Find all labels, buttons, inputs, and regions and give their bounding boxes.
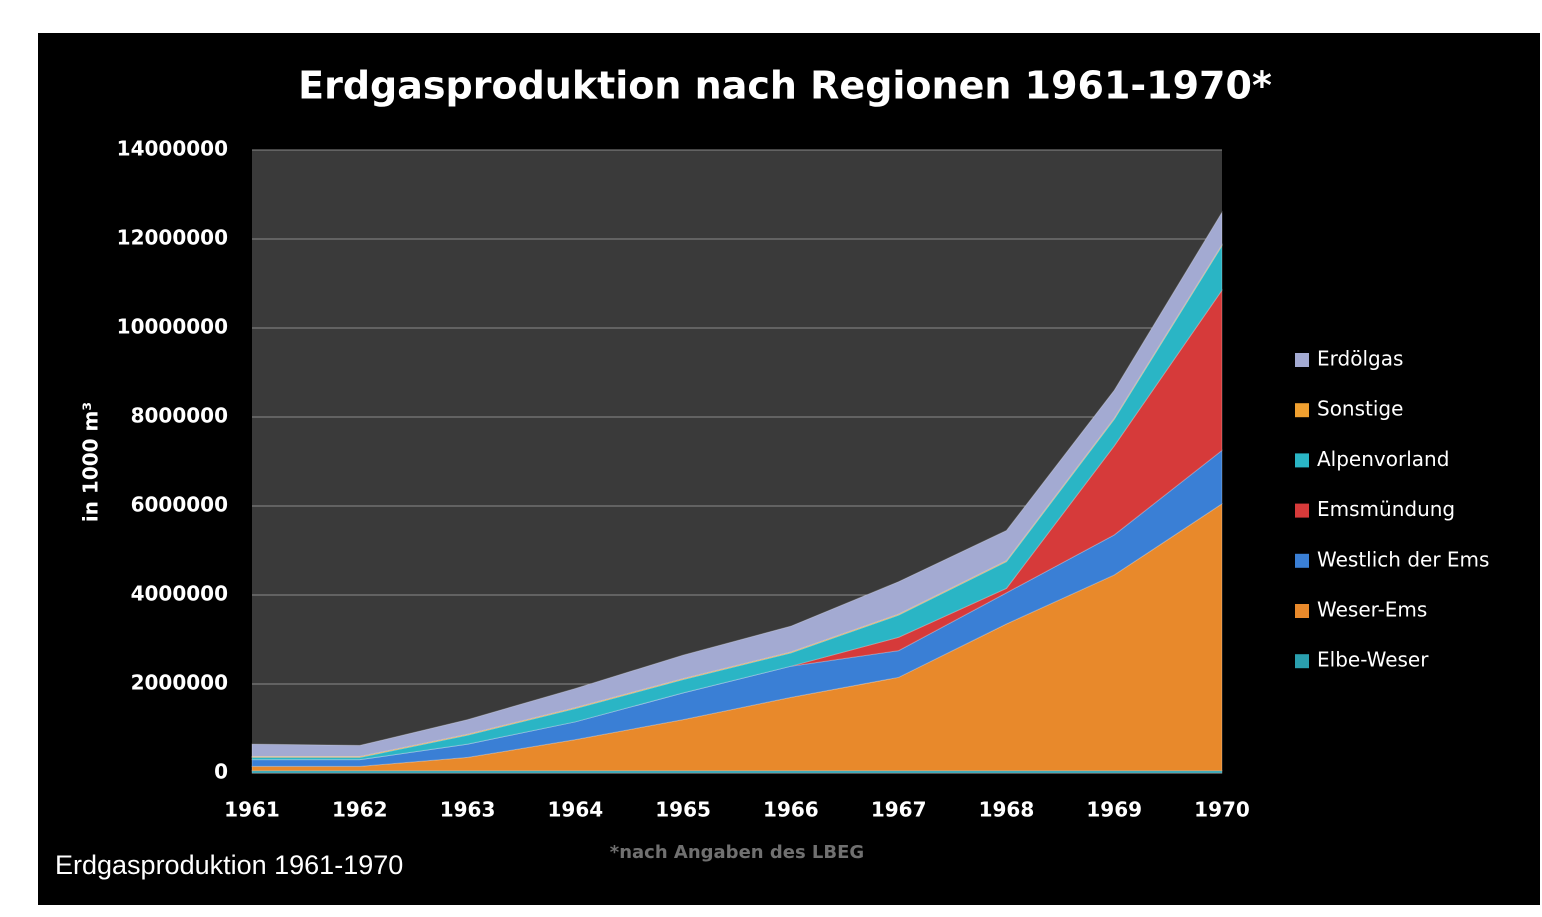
x-tick-label: 1962 [332,798,388,822]
x-tick-label: 1961 [224,798,280,822]
x-tick-label: 1964 [547,798,603,822]
y-tick-label: 12000000 [117,226,228,250]
area [251,243,1223,758]
y-tick-label: 4000000 [131,582,228,606]
y-tick-label: 6000000 [131,493,228,517]
x-tick-label: 1967 [871,798,927,822]
legend-label: Emsmündung [1317,497,1455,521]
footnote: *nach Angaben des LBEG [610,842,864,863]
y-tick-label: 2000000 [131,671,228,695]
legend-swatch [1295,553,1309,568]
area [251,210,1223,758]
legend-label: Weser-Ems [1317,598,1427,622]
x-tick-label: 1970 [1194,798,1250,822]
x-tick-label: 1966 [763,798,819,822]
legend-swatch [1295,604,1309,618]
legend-swatch [1295,403,1309,418]
legend-label: Westlich der Ems [1317,547,1489,571]
legend-swatch [1295,453,1309,468]
y-tick-label: 8000000 [131,404,228,428]
y-tick-label: 10000000 [117,315,228,339]
legend-label: Sonstige [1317,397,1403,421]
legend-swatch [1295,353,1309,367]
x-tick-label: 1969 [1086,798,1142,822]
legend-label: Alpenvorland [1317,447,1449,471]
chart-title: Erdgasproduktion nach Regionen 1961-1970… [298,64,1272,108]
x-tick-label: 1968 [979,798,1035,822]
legend-label: Elbe-Weser [1317,648,1429,672]
y-tick-label: 0 [214,760,228,784]
legend-label: Erdölgas [1317,347,1403,371]
y-tick-label: 14000000 [117,137,228,161]
legend-swatch [1295,654,1309,669]
x-tick-label: 1965 [655,798,711,822]
area [251,502,1223,772]
x-tick-label: 1963 [440,798,496,822]
y-axis-label: in 1000 m³ [79,402,103,522]
caption: Erdgasproduktion 1961-1970 [55,850,403,880]
legend-swatch [1295,503,1309,518]
